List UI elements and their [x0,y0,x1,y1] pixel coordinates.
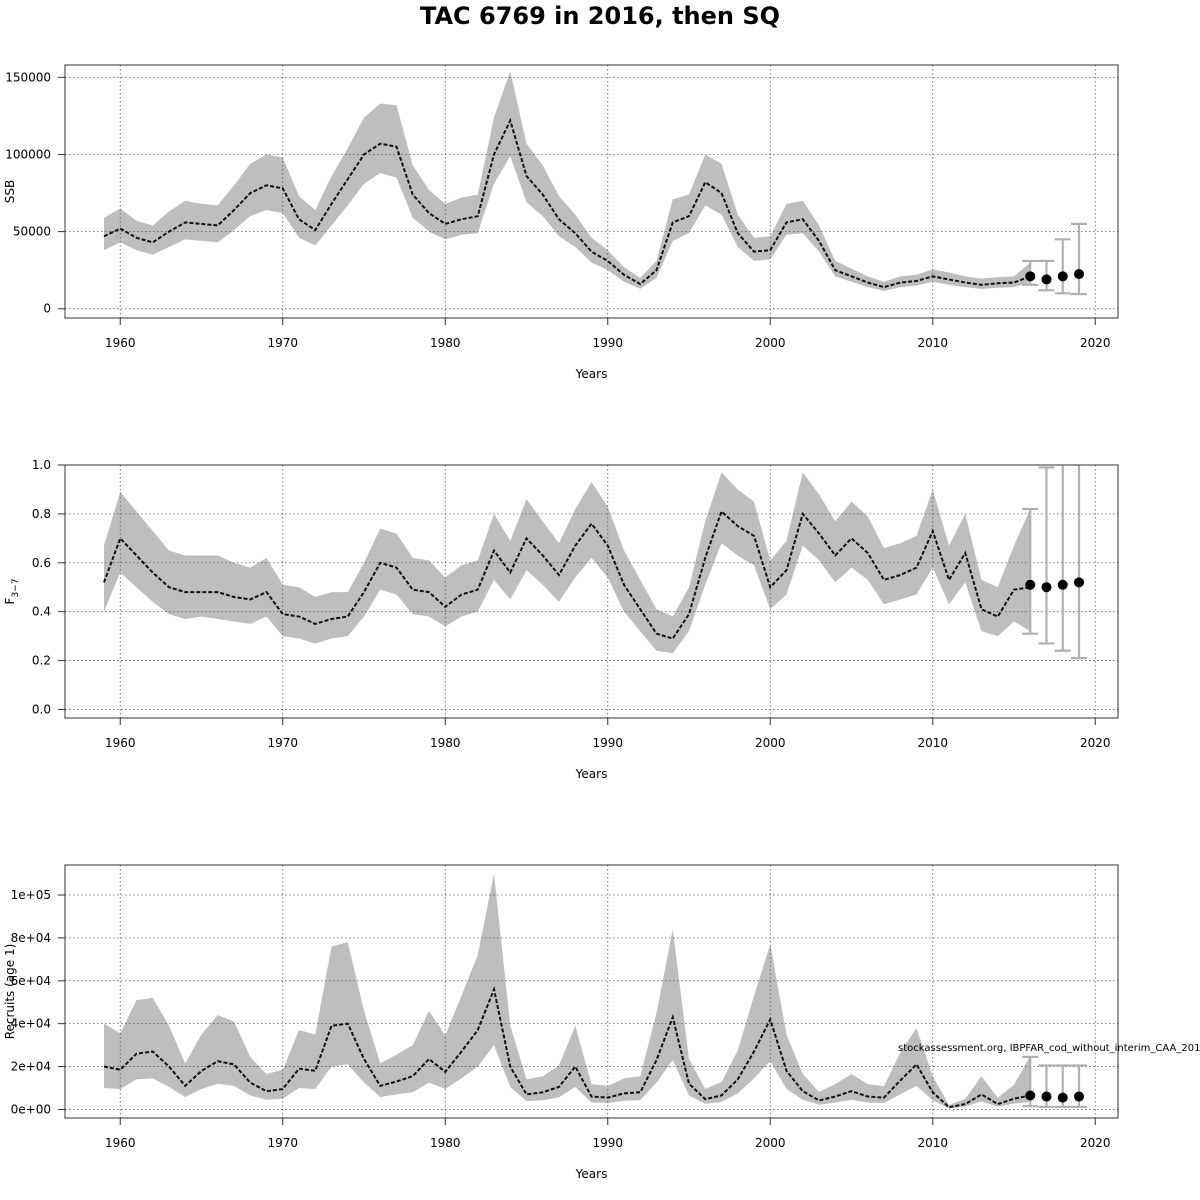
forecast-point [1057,579,1068,590]
plot-frame [64,864,1119,1119]
x-axis-label: Years [575,367,608,381]
x-tick-label: 1970 [267,736,298,750]
x-tick-label: 2000 [755,1136,786,1150]
y-axis-label: Recruits (age 1) [3,944,17,1040]
source-note: stockassessment.org, IBPFAR_cod_without_… [898,1043,1200,1054]
y-axis-label-subscript: 3−7 [11,579,21,598]
x-axis-label: Years [575,1167,608,1181]
forecast-point [1041,582,1052,593]
x-tick-label: 1990 [592,736,623,750]
x-tick-label: 2010 [917,1136,948,1150]
forecast-point [1041,1091,1052,1102]
y-tick-label: 0.8 [32,507,51,521]
y-tick-label: 0e+00 [11,1102,51,1116]
y-tick-label: 0.2 [32,654,51,668]
forecast-point [1025,271,1036,282]
y-tick-label: 6e+04 [11,974,51,988]
y-tick-label: 8e+04 [11,931,51,945]
x-tick-label: 1960 [105,736,136,750]
ssb-panel: 1960 1970 1980 1990 2000 2010 2020 0 50000 100000… [3,64,1119,381]
y-tick-label: 1.0 [32,458,51,472]
forecast-point [1074,1091,1084,1102]
forecast-point [1057,1092,1068,1103]
x-tick-label: 1990 [592,336,623,350]
x-tick-label: 2010 [917,736,948,750]
x-tick-label: 1980 [430,1136,461,1150]
y-tick-label: 0.0 [32,702,51,716]
recruits-panel: 1960 1970 1980 1990 2000 2010 2020 0e+00 2e+04 4e… [3,864,1119,1181]
x-tick-label: 1960 [105,1136,136,1150]
forecast-point [1057,271,1068,282]
chart-title: TAC 6769 in 2016, then SQ [419,2,781,30]
x-tick-label: 2000 [755,736,786,750]
fishing-mortality-panel: 1960 1970 1980 1990 2000 2010 2020 0.0 0.2 0.4 0.6… [3,458,1119,781]
x-tick-label: 1970 [267,336,298,350]
x-axis-label: Years [575,767,608,781]
y-axis-label: F3−7 [3,579,21,605]
forecast-point [1041,274,1052,285]
x-tick-label: 2020 [1080,336,1111,350]
x-tick-label: 1990 [592,1136,623,1150]
estimate-line [103,509,1031,640]
forecast-point [1074,269,1084,280]
y-axis-label: SSB [3,180,17,203]
x-tick-label: 2010 [917,336,948,350]
y-tick-label: 50000 [13,225,51,239]
plot-frame [64,64,1119,319]
x-tick-label: 1970 [267,1136,298,1150]
estimate-line [103,117,1031,289]
forecast-point [1025,579,1036,590]
confidence-band [104,873,1031,1109]
y-tick-label: 0 [43,302,51,316]
x-tick-label: 1980 [430,736,461,750]
y-tick-label: 1e+05 [11,888,51,902]
x-tick-label: 2020 [1080,1136,1111,1150]
y-tick-label: 2e+04 [11,1060,51,1074]
confidence-band [104,472,1031,654]
x-tick-label: 2020 [1080,736,1111,750]
confidence-band [104,71,1031,292]
x-tick-label: 1980 [430,336,461,350]
estimate-line [103,985,1031,1109]
x-tick-label: 2000 [755,336,786,350]
x-tick-label: 1960 [105,336,136,350]
y-tick-label: 0.4 [32,605,51,619]
plot-frame [64,464,1119,719]
y-tick-label: 100000 [5,147,51,161]
forecast-point [1025,1090,1036,1101]
y-tick-label: 4e+04 [11,1017,51,1031]
y-tick-label: 0.6 [32,556,51,570]
y-tick-label: 150000 [5,70,51,84]
forecast-point [1074,577,1084,588]
